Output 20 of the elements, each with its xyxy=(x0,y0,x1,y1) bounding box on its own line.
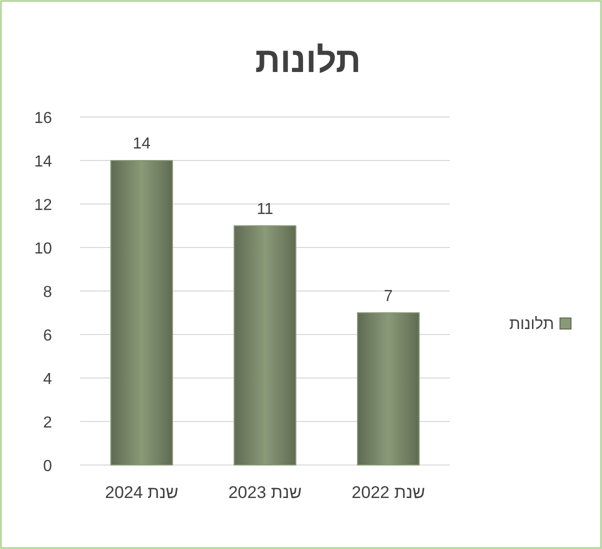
bar xyxy=(357,312,420,466)
x-tick-label: שנת 2023 xyxy=(228,483,302,502)
x-tick-label: שנת 2022 xyxy=(352,483,425,502)
data-label: 7 xyxy=(384,288,393,305)
y-tick-label: 14 xyxy=(34,154,52,170)
bar xyxy=(234,225,296,466)
bar xyxy=(110,160,173,466)
y-tick-label: 2 xyxy=(43,414,52,432)
y-tick-label: 4 xyxy=(43,371,52,388)
data-label: 11 xyxy=(256,200,274,218)
y-tick-label: 12 xyxy=(34,197,52,214)
y-tick-label: 16 xyxy=(34,110,52,127)
data-label: 14 xyxy=(132,136,151,152)
y-tick-label: 6 xyxy=(43,328,52,344)
y-tick-label: 8 xyxy=(43,284,52,301)
x-tick-label: שנת 2024 xyxy=(105,483,178,502)
chart-title: תלונות xyxy=(255,41,361,80)
legend-label: תלונות xyxy=(509,315,554,333)
y-tick-label: 10 xyxy=(34,240,52,258)
y-tick-label: 0 xyxy=(43,458,52,475)
